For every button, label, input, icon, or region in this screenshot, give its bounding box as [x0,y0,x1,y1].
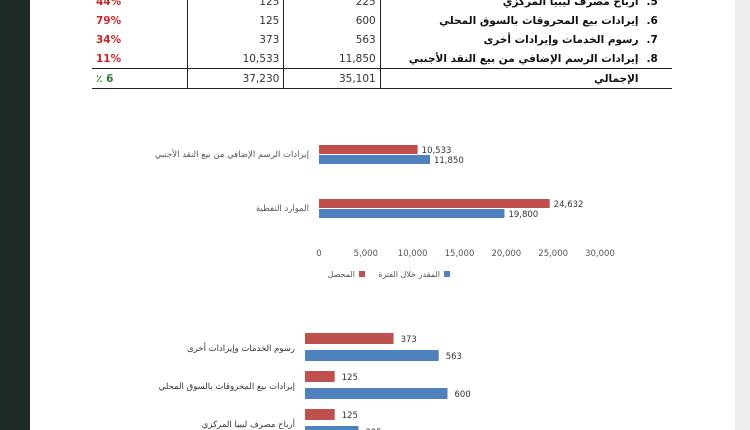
chart-other-revenues: رسوم الخدمات وإيرادات أخرى 373 563 إيرادات … [159,333,471,430]
x-tick-label: 20,000 [491,249,521,259]
row-percent: 34% [96,33,122,46]
category-label: إيرادات بيع المحروقات بالسوق المحلي [159,382,295,392]
row-name: إيرادات بيع المحروقات بالسوق المحلي [379,11,643,30]
data-label: 24,632 [554,200,584,210]
chart-main-revenues: إيرادات الرسم الإضافي من بيع النقد الأجن… [155,145,615,279]
row-number: 5. [646,0,658,8]
table-row: 8. إيرادات الرسم الإضافي من بيع النقد ال… [92,49,672,69]
row-percent: 79% [96,14,122,27]
row-estimated: 11,850 [283,49,381,69]
total-percent: 6 ٪ [92,68,188,89]
document-page: 5. أرباح مصرف ليبيا المركزي 225 125 44% … [30,0,735,430]
total-number [642,68,672,89]
category-label: إيرادات الرسم الإضافي من بيع النقد الأجن… [155,149,309,160]
x-tick-label: 25,000 [538,249,568,259]
row-name: أرباح مصرف ليبيا المركزي [379,0,643,11]
legend-swatch-estimated [444,271,450,277]
data-label: 11,850 [434,156,464,166]
row-name: رسوم الخدمات وإيرادات أخرى [379,30,643,49]
row-number: 6. [646,14,658,27]
data-label: 373 [401,335,417,345]
data-label: 563 [446,352,462,362]
row-number: 7. [646,33,658,46]
row-name: إيرادات الرسم الإضافي من بيع النقد الأجن… [379,49,643,69]
row-percent: 11% [96,52,122,65]
bar-estimated [305,350,439,361]
row-collected: 125 [186,0,284,11]
x-tick-label: 0 [316,249,321,259]
data-label: 225 [365,428,381,430]
x-tick-label: 5,000 [354,249,378,259]
row-estimated: 563 [283,30,381,49]
row-number: 8. [646,52,658,65]
row-collected: 125 [186,11,284,30]
row-estimated: 600 [283,11,381,30]
total-collected: 37,230 [186,68,284,89]
total-estimated: 35,101 [283,68,381,89]
page-margin [735,0,750,430]
bar-estimated [305,388,448,399]
legend-label-collected: المحصل [328,270,355,279]
bar-collected [319,145,418,154]
data-label: 600 [455,390,471,400]
table-row: 7. رسوم الخدمات وإيرادات أخرى 563 373 34… [92,30,672,49]
bar-estimated [305,426,359,430]
data-label: 125 [342,411,358,421]
table-total-row: الإجمالي 35,101 37,230 6 ٪ [92,68,672,89]
x-tick-label: 30,000 [585,249,615,259]
row-estimated: 225 [283,0,381,11]
bar-collected [305,409,335,420]
revenue-table: 5. أرباح مصرف ليبيا المركزي 225 125 44% … [92,0,672,89]
row-collected: 373 [186,30,284,49]
x-tick-label: 15,000 [445,249,475,259]
row-percent: 44% [96,0,122,8]
table-row: 6. إيرادات بيع المحروقات بالسوق المحلي 6… [92,11,672,30]
category-label: أرباح مصرف ليبيا المركزي [202,418,295,430]
bar-estimated [319,155,430,164]
category-label: الموارد النفطية [256,204,309,214]
x-tick-label: 10,000 [398,249,428,259]
bar-estimated [319,209,505,218]
bar-collected [305,333,394,344]
data-label: 10,533 [422,146,452,156]
table-row: 5. أرباح مصرف ليبيا المركزي 225 125 44% [92,0,672,11]
legend-swatch-collected [359,271,365,277]
row-collected: 10,533 [186,49,284,69]
category-label: رسوم الخدمات وإيرادات أخرى [187,342,295,354]
total-label: الإجمالي [379,68,643,89]
bar-collected [305,371,335,382]
window-left-border [0,0,30,430]
data-label: 19,800 [508,210,538,220]
data-label: 125 [342,373,358,383]
bar-collected [319,199,550,208]
legend-label-estimated: المقدر خلال الفترة [378,270,440,279]
